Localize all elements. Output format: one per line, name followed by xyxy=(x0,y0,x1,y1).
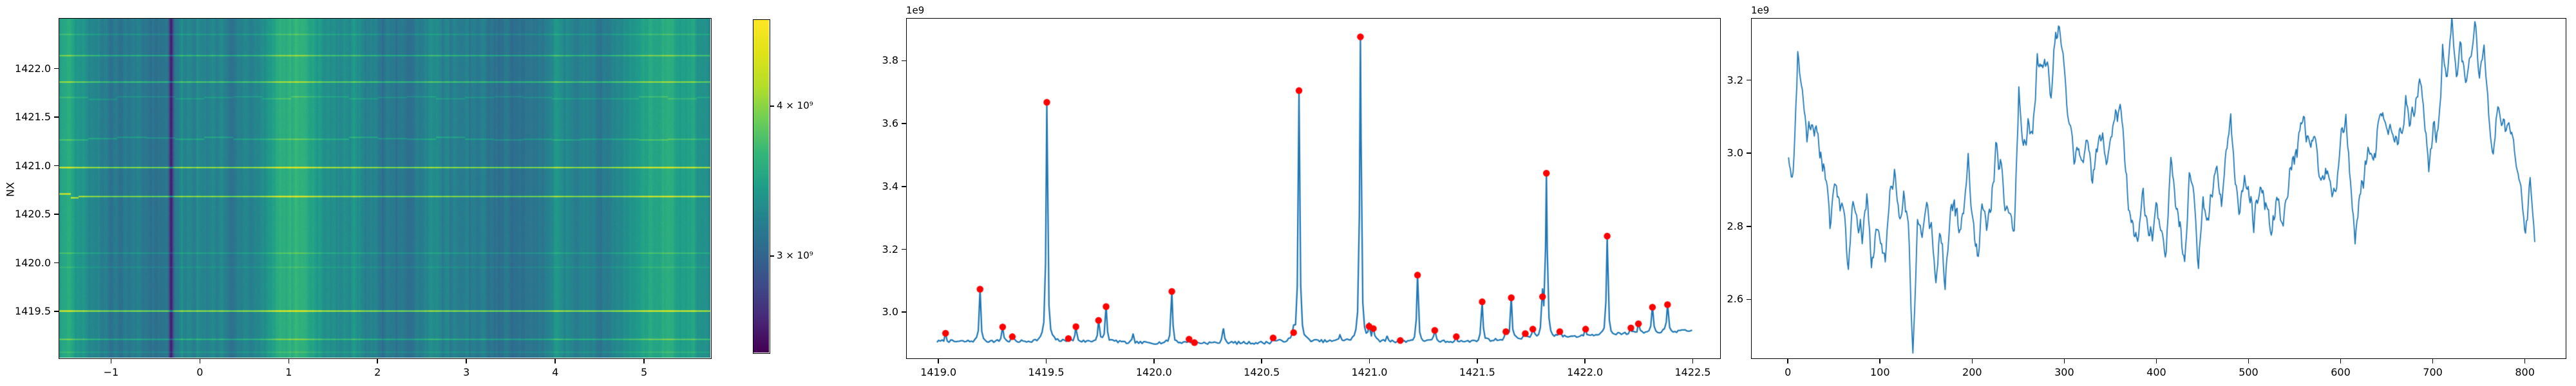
y-tick-label: 1420.0 xyxy=(15,256,51,269)
y-tick-mark xyxy=(54,68,59,69)
x-tick-mark xyxy=(110,359,112,363)
y-tick-mark xyxy=(54,116,59,118)
x-tick-mark xyxy=(2063,359,2065,363)
heatmap-panel xyxy=(59,18,712,359)
x-tick-label: 1422.0 xyxy=(1567,366,1604,378)
spectrum-panel xyxy=(906,18,1721,359)
heatmap-y-axis-label: NX xyxy=(4,182,17,197)
x-tick-label: 400 xyxy=(2146,366,2166,378)
x-tick-mark xyxy=(1045,359,1047,363)
x-tick-label: 1422.5 xyxy=(1674,366,1711,378)
y-tick-label: 3.4 xyxy=(882,179,898,192)
x-tick-label: 300 xyxy=(2054,366,2074,378)
colorbar-tick-mark xyxy=(770,106,774,107)
y-tick-label: 3.8 xyxy=(882,54,898,67)
y-tick-label: 1421.5 xyxy=(15,111,51,124)
x-tick-label: 1 xyxy=(285,366,292,378)
y-tick-mark xyxy=(54,214,59,215)
y-tick-label: 1421.0 xyxy=(15,159,51,172)
x-tick-mark xyxy=(2248,359,2249,363)
timeseries-panel xyxy=(1751,18,2566,359)
x-tick-mark xyxy=(1787,359,1788,363)
x-tick-mark xyxy=(199,359,201,363)
y-tick-mark xyxy=(902,60,906,62)
y-tick-label: 3.0 xyxy=(1727,147,1743,160)
x-tick-mark xyxy=(643,359,645,363)
x-tick-label: 1421.0 xyxy=(1351,366,1388,378)
x-tick-label: 600 xyxy=(2331,366,2351,378)
y-tick-label: 1419.5 xyxy=(15,305,51,317)
x-tick-label: −1 xyxy=(103,366,119,378)
y-tick-mark xyxy=(54,311,59,312)
x-tick-label: 5 xyxy=(641,366,648,378)
x-tick-mark xyxy=(554,359,556,363)
x-tick-mark xyxy=(1692,359,1694,363)
y-tick-label: 3.6 xyxy=(882,117,898,130)
x-tick-mark xyxy=(1584,359,1586,363)
x-tick-label: 0 xyxy=(196,366,204,378)
y-tick-mark xyxy=(902,248,906,250)
x-tick-mark xyxy=(377,359,379,363)
y-tick-mark xyxy=(1747,225,1751,227)
x-tick-label: 1421.5 xyxy=(1459,366,1495,378)
heatmap-image xyxy=(59,19,710,358)
y-tick-label: 1422.0 xyxy=(15,62,51,75)
x-tick-mark xyxy=(1971,359,1973,363)
x-tick-label: 3 xyxy=(463,366,470,378)
y-tick-mark xyxy=(54,165,59,167)
x-tick-label: 1419.0 xyxy=(920,366,957,378)
x-tick-mark xyxy=(2155,359,2157,363)
x-tick-mark xyxy=(1879,359,1881,363)
x-tick-label: 700 xyxy=(2423,366,2443,378)
y-tick-label: 2.6 xyxy=(1727,293,1743,306)
x-tick-label: 800 xyxy=(2515,366,2535,378)
y-tick-mark xyxy=(1747,299,1751,300)
y-tick-mark xyxy=(902,186,906,187)
y-tick-mark xyxy=(1747,152,1751,154)
x-tick-mark xyxy=(1153,359,1155,363)
x-tick-label: 1420.5 xyxy=(1244,366,1280,378)
y-tick-mark xyxy=(902,311,906,313)
x-tick-mark xyxy=(466,359,468,363)
colorbar-tick-mark xyxy=(770,255,774,257)
x-tick-mark xyxy=(938,359,939,363)
y-tick-mark xyxy=(54,262,59,264)
x-tick-label: 100 xyxy=(1870,366,1890,378)
x-tick-label: 500 xyxy=(2239,366,2259,378)
x-tick-label: 0 xyxy=(1785,366,1792,378)
spectrum-plot xyxy=(907,19,1719,358)
x-tick-mark xyxy=(2340,359,2342,363)
x-tick-label: 4 xyxy=(552,366,559,378)
x-tick-mark xyxy=(1368,359,1370,363)
x-tick-label: 1420.0 xyxy=(1135,366,1172,378)
x-tick-mark xyxy=(288,359,290,363)
timeseries-plot xyxy=(1752,19,2565,358)
x-tick-label: 1419.5 xyxy=(1028,366,1065,378)
x-tick-label: 2 xyxy=(374,366,381,378)
colorbar-tick-label: 3 × 10⁹ xyxy=(777,250,813,262)
y-tick-mark xyxy=(1747,79,1751,81)
spectrum-offset-label: 1e9 xyxy=(906,5,925,16)
colorbar xyxy=(753,19,770,354)
y-tick-mark xyxy=(902,123,906,124)
colorbar-gradient xyxy=(753,20,769,353)
x-tick-mark xyxy=(1477,359,1478,363)
x-tick-label: 200 xyxy=(1962,366,1982,378)
x-tick-mark xyxy=(2524,359,2526,363)
y-tick-label: 3.0 xyxy=(882,306,898,318)
y-tick-label: 2.8 xyxy=(1727,219,1743,232)
y-tick-label: 3.2 xyxy=(882,243,898,255)
timeseries-offset-label: 1e9 xyxy=(1751,5,1770,16)
x-tick-mark xyxy=(1261,359,1262,363)
y-tick-label: 3.2 xyxy=(1727,73,1743,86)
y-tick-label: 1420.5 xyxy=(15,208,51,220)
x-tick-mark xyxy=(2432,359,2434,363)
colorbar-tick-label: 4 × 10⁹ xyxy=(777,100,813,112)
